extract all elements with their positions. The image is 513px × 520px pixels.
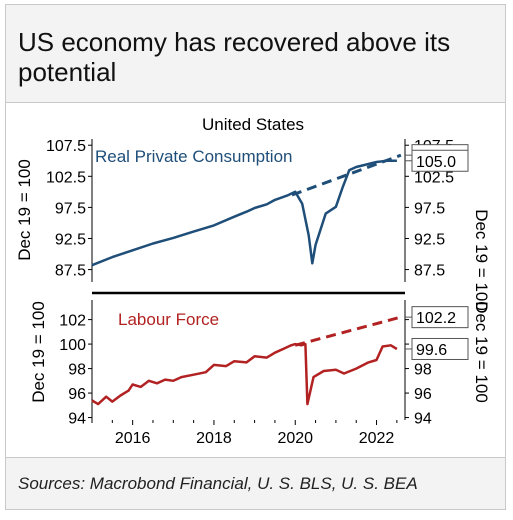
footer-panel: Sources: Macrobond Financial, U. S. BLS,… — [6, 457, 505, 509]
upper-left-ytick-label: 107.5 — [46, 138, 86, 155]
upper-right-ylabel: Dec 19 = 100 — [472, 209, 491, 311]
upper-right-ytick-label: 102.5 — [414, 169, 454, 186]
title-panel: US economy has recovered above its poten… — [6, 5, 505, 103]
upper-left-ytick-label: 87.5 — [55, 263, 86, 280]
upper-annotation-label: 105.0 — [416, 154, 456, 171]
lower-left-ytick-label: 102 — [59, 313, 86, 330]
upper-left-ytick-label: 97.5 — [55, 200, 86, 217]
xtick-label: 2018 — [196, 430, 232, 447]
series-label-consumption: Real Private Consumption — [95, 147, 292, 166]
upper-right-ytick-label: 92.5 — [414, 231, 445, 248]
upper-left-ytick-label: 92.5 — [55, 231, 86, 248]
lower-left-ytick-label: 98 — [68, 362, 86, 379]
xtick-label: 2022 — [359, 430, 395, 447]
xtick-label: 2020 — [277, 430, 313, 447]
xtick-label: 2016 — [115, 430, 151, 447]
lower-right-ytick-label: 96 — [414, 386, 432, 403]
upper-annotation-box — [411, 149, 469, 172]
lower-annotation-label: 102.2 — [416, 310, 456, 327]
upper-series-trend — [291, 153, 402, 197]
upper-left-ytick-label: 102.5 — [46, 169, 86, 186]
lower-annotation-box — [411, 306, 469, 329]
lower-left-ytick-label: 96 — [68, 386, 86, 403]
upper-right-ytick-label: 97.5 — [414, 200, 445, 217]
lower-series-line — [91, 342, 398, 406]
lower-right-ytick-label: 94 — [414, 411, 432, 428]
lower-right-ylabel: Dec 19 = 100 — [472, 301, 491, 403]
lower-left-ytick-label: 100 — [59, 337, 86, 354]
series-label-labour: Labour Force — [118, 310, 219, 329]
upper-series-line — [91, 159, 397, 267]
upper-left-ylabel: Dec 19 = 100 — [15, 159, 34, 261]
lower-right-ytick-label: 98 — [414, 362, 432, 379]
source-note: Sources: Macrobond Financial, U. S. BLS,… — [18, 474, 418, 493]
lower-left-ytick-label: 94 — [68, 411, 86, 428]
upper-right-ytick-label: 87.5 — [414, 263, 445, 280]
chart-frame: US economy has recovered above its poten… — [5, 4, 506, 510]
page-title: US economy has recovered above its poten… — [18, 27, 451, 87]
lower-left-ylabel: Dec 19 = 100 — [29, 301, 48, 403]
lower-annotation-label: 99.6 — [416, 342, 447, 359]
lower-series-trend — [294, 315, 402, 347]
lower-annotation-box — [411, 337, 469, 360]
chart-title: United States — [202, 115, 304, 134]
